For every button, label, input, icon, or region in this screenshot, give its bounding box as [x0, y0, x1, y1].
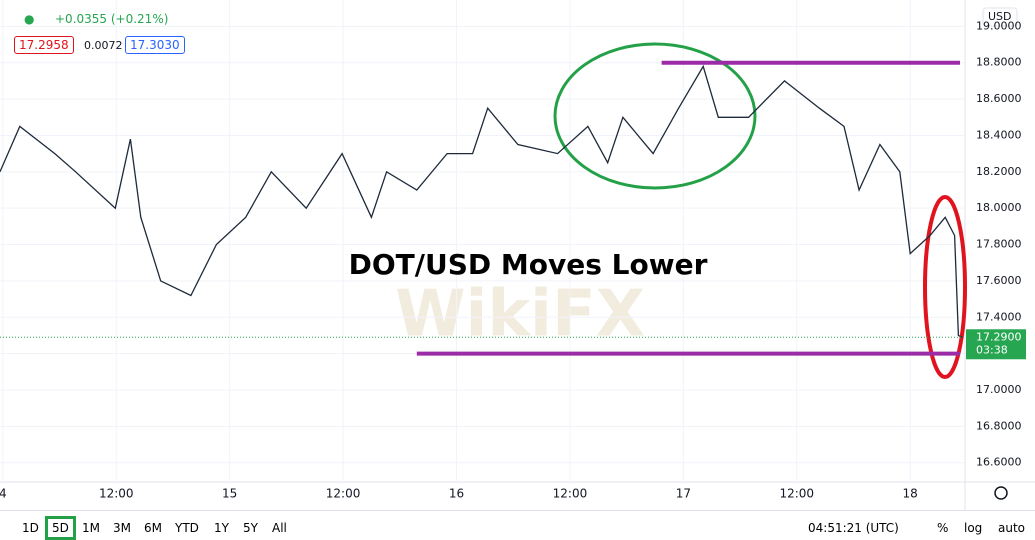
- range-button[interactable]: 6M: [144, 521, 162, 535]
- y-tick-label: 17.8000: [976, 238, 1022, 251]
- y-tick-label: 17.6000: [976, 274, 1022, 287]
- range-button[interactable]: 5D: [45, 516, 76, 540]
- spread: 0.0072: [84, 39, 123, 52]
- x-tick-label: 12:00: [779, 487, 814, 501]
- x-tick-label: 16: [449, 487, 464, 501]
- y-tick-label: 16.6000: [976, 456, 1022, 469]
- scale-option[interactable]: %: [937, 521, 949, 535]
- scale-option[interactable]: log: [964, 521, 983, 535]
- x-tick-label: 4: [0, 487, 7, 501]
- range-button[interactable]: 1D: [22, 521, 39, 535]
- watermark: WikiFX: [395, 278, 645, 352]
- y-tick-label: 16.8000: [976, 419, 1022, 432]
- y-tick-label: 17.4000: [976, 310, 1022, 323]
- clock[interactable]: 04:51:21 (UTC): [808, 521, 899, 535]
- x-tick-label: 18: [903, 487, 918, 501]
- countdown: 03:38: [976, 343, 1008, 356]
- settings-icon[interactable]: [994, 486, 1008, 500]
- x-tick-label: 15: [222, 487, 237, 501]
- change: +0.0355 (+0.21%): [55, 12, 169, 26]
- ask[interactable]: 17.3030: [125, 36, 185, 54]
- currency-button[interactable]: [982, 7, 1018, 27]
- y-tick-label: 18.6000: [976, 92, 1022, 105]
- range-button[interactable]: 1Y: [214, 521, 229, 535]
- y-tick-label: 19.0000: [976, 19, 1022, 32]
- y-tick-label: 18.2000: [976, 165, 1022, 178]
- y-tick-label: 18.4000: [976, 128, 1022, 141]
- last-price-tag: [966, 329, 1026, 360]
- range-button[interactable]: 5Y: [243, 521, 258, 535]
- currency: USD: [988, 10, 1012, 23]
- y-tick-label: 17.0000: [976, 383, 1022, 396]
- y-tick-label: 18.8000: [976, 56, 1022, 69]
- highlight-ellipse: [923, 195, 967, 379]
- x-tick-label: 17: [676, 487, 691, 501]
- range-button[interactable]: YTD: [175, 521, 199, 535]
- price-line: [0, 64, 963, 338]
- x-tick-label: 12:00: [99, 487, 134, 501]
- y-tick-label: 18.0000: [976, 201, 1022, 214]
- toolbar: 1D 5D 1M 3M 6M YTD 1Y 5Y All 04:51:21 (UTC)% log au…: [0, 510, 1035, 540]
- bid[interactable]: 17.2958: [14, 36, 74, 54]
- range-button[interactable]: 1M: [82, 521, 100, 535]
- scale-option[interactable]: auto: [998, 521, 1026, 535]
- range-button[interactable]: All: [272, 521, 287, 535]
- overlay: 16.600016.800017.000017.200017.400017.60…: [0, 19, 1026, 501]
- chart-title: DOT/USD Moves Lower: [349, 248, 708, 281]
- highlight-ellipse: [553, 42, 757, 190]
- range-button[interactable]: 3M: [113, 521, 131, 535]
- last-price-label: 17.2900: [976, 330, 1022, 343]
- x-tick-label: 12:00: [326, 487, 361, 501]
- dot: ●: [24, 12, 35, 26]
- x-tick-label: 12:00: [553, 487, 588, 501]
